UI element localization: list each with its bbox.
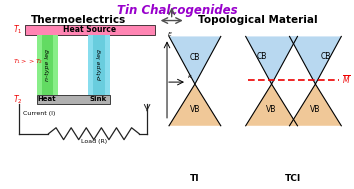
Polygon shape <box>246 36 297 84</box>
Bar <box>88 35 110 95</box>
Polygon shape <box>290 36 341 84</box>
Text: TCI: TCI <box>285 174 302 183</box>
Polygon shape <box>290 84 341 126</box>
Text: $\overline{M}$: $\overline{M}$ <box>342 74 351 86</box>
Text: n-type leg: n-type leg <box>45 49 50 81</box>
Bar <box>93 35 105 95</box>
Text: $T_2$: $T_2$ <box>13 93 23 106</box>
Text: Thermoelectrics: Thermoelectrics <box>31 15 126 25</box>
Text: k: k <box>188 74 192 79</box>
Text: CB: CB <box>256 52 267 61</box>
Polygon shape <box>246 84 297 126</box>
Text: Tin Chalcogenides: Tin Chalcogenides <box>117 4 237 17</box>
Text: E: E <box>168 33 172 37</box>
Text: p-type leg: p-type leg <box>97 49 102 81</box>
Bar <box>41 35 53 95</box>
Bar <box>24 25 155 35</box>
Text: $T_1 >> T_2$: $T_1 >> T_2$ <box>13 57 43 66</box>
Text: Current (I): Current (I) <box>23 111 55 116</box>
Polygon shape <box>169 36 221 84</box>
Text: CB: CB <box>190 53 200 62</box>
Text: Heat: Heat <box>37 96 56 102</box>
Text: TI: TI <box>190 174 200 183</box>
Text: Topological Material: Topological Material <box>198 15 318 25</box>
Text: VB: VB <box>190 105 200 114</box>
Bar <box>36 35 58 95</box>
Text: Heat Source: Heat Source <box>63 26 116 34</box>
Text: VB: VB <box>267 105 277 114</box>
Text: VB: VB <box>310 105 321 114</box>
Text: $T_1$: $T_1$ <box>13 24 23 36</box>
Polygon shape <box>169 84 221 126</box>
Bar <box>36 95 110 104</box>
Text: Load (R): Load (R) <box>81 139 107 144</box>
Text: Sink: Sink <box>90 96 107 102</box>
Text: CB: CB <box>320 52 331 61</box>
